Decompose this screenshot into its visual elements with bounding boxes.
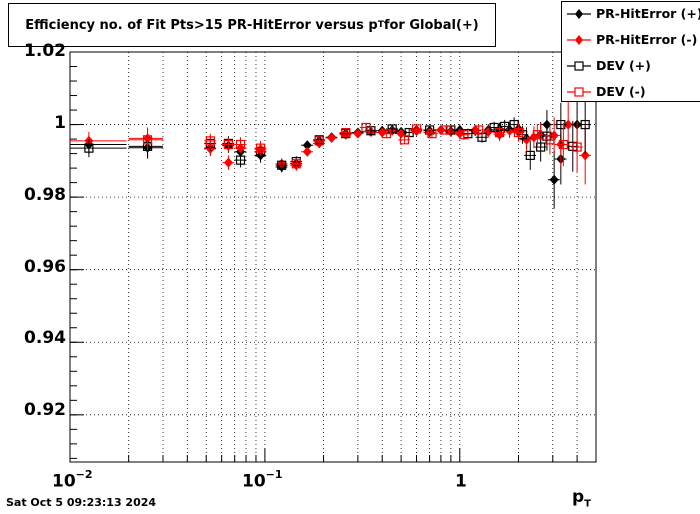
data-point-dev-plus (235, 155, 246, 165)
data-point-pr-hiterror-minus (353, 128, 363, 139)
data-point-dev-minus (459, 130, 469, 140)
data-point-dev-plus (536, 142, 546, 152)
data-point-dev-minus (474, 125, 484, 135)
y-tick-label: 0.92 (24, 400, 66, 420)
open-square-black-icon (567, 61, 591, 71)
data-point-dev-minus (142, 135, 153, 145)
data-point-dev-minus (399, 135, 410, 145)
data-point-pr-hiterror-plus (549, 174, 559, 185)
chart-title: Efficiency no. of Fit Pts>15 PR-HitError… (8, 3, 496, 47)
data-point-dev-minus (532, 130, 542, 140)
data-point-dev-minus (441, 125, 451, 135)
filled-diamond-red-icon (567, 35, 591, 45)
y-tick-label: 0.96 (24, 257, 66, 277)
x-axis-label-text: p (572, 487, 585, 507)
data-point-pr-hiterror-minus (580, 150, 590, 161)
data-point-dev-plus (477, 132, 487, 142)
legend-entry-pr-hiterror-minus: PR-HitError (-) (562, 30, 700, 50)
data-point-dev-minus (341, 127, 351, 138)
data-point-dev-minus (411, 124, 422, 134)
data-point-dev-minus (255, 143, 266, 153)
y-tick-label: 1.02 (24, 41, 66, 61)
data-point-dev-minus (223, 139, 234, 150)
legend-entry-pr-hiterror-plus: PR-HitError (+) (562, 4, 700, 24)
data-point-dev-plus (366, 126, 376, 136)
legend-entry-dev-plus: DEV (+) (562, 56, 700, 76)
legend-label: DEV (-) (596, 84, 646, 99)
data-point-pr-hiterror-minus (223, 157, 233, 168)
data-point-dev-minus (572, 142, 582, 152)
plot-frame (69, 51, 597, 463)
chart-title-subscript: T (377, 20, 384, 30)
datestamp: Sat Oct 5 09:23:13 2024 (6, 496, 157, 509)
data-point-dev-minus (381, 129, 391, 139)
data-point-dev-minus (494, 127, 505, 138)
legend-entry-dev-minus: DEV (-) (562, 82, 700, 102)
data-point-dev-plus (525, 150, 535, 161)
data-point-dev-plus (489, 122, 499, 133)
data-point-dev-minus (205, 136, 215, 146)
x-tick-base: 10 (242, 471, 266, 492)
open-square-red-icon (567, 87, 591, 97)
data-point-dev-minus (558, 139, 568, 150)
y-tick-label: 0.94 (24, 328, 66, 348)
data-point-dev-minus (314, 136, 324, 146)
data-point-pr-hiterror-minus (302, 146, 312, 157)
x-tick-label: 10−1 (242, 468, 283, 492)
x-tick-label: 10−2 (52, 468, 93, 492)
x-tick-base: 10 (52, 471, 76, 492)
data-point-dev-plus (277, 160, 287, 170)
data-point-dev-minus (361, 122, 371, 133)
data-point-pr-hiterror-plus (302, 140, 312, 151)
data-point-dev-minus (427, 129, 437, 139)
x-tick-exponent: −2 (75, 468, 93, 481)
legend-label: DEV (+) (596, 58, 651, 73)
filled-diamond-black-icon (567, 9, 591, 19)
x-axis-label-subscript: T (584, 498, 591, 510)
legend-label: PR-HitError (-) (596, 32, 698, 47)
chart-title-suffix: for Global(+) (383, 17, 479, 33)
data-point-dev-plus (387, 124, 397, 134)
data-point-dev-minus (291, 159, 301, 169)
data-point-dev-minus (235, 139, 246, 150)
x-tick-exponent: −1 (265, 468, 283, 481)
data-point-pr-hiterror-minus (327, 132, 337, 143)
x-tick-base: 1 (455, 471, 467, 492)
legend: PR-HitError (+) PR-HitError (-) DEV (+) … (561, 1, 700, 102)
data-point-dev-plus (500, 121, 510, 131)
data-point-dev-plus (580, 119, 590, 130)
y-tick-label: 0.98 (24, 185, 66, 205)
data-point-dev-minus (513, 127, 524, 138)
data-point-dev-minus (545, 135, 555, 145)
data-point-dev-plus (556, 119, 566, 130)
legend-label: PR-HitError (+) (596, 6, 700, 21)
x-tick-label: 1 (455, 470, 467, 492)
y-tick-label: 1 (54, 113, 66, 133)
x-axis-label: pT (572, 487, 591, 509)
data-point-pr-hiterror-minus (563, 119, 573, 130)
chart-title-text: Efficiency no. of Fit Pts>15 PR-HitError… (25, 17, 378, 33)
data-point-dev-plus (84, 143, 94, 153)
